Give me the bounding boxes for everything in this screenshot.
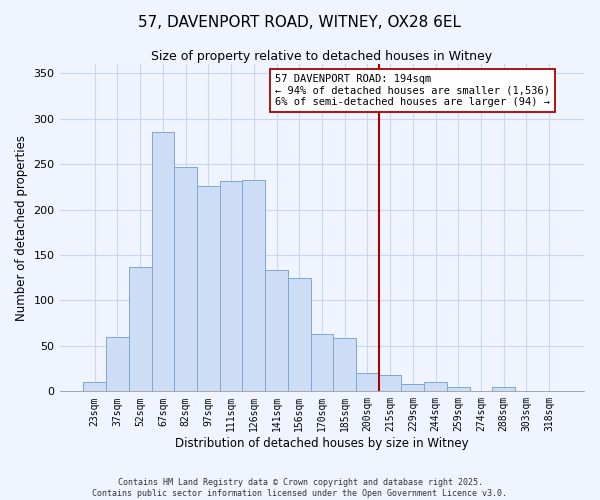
- Title: Size of property relative to detached houses in Witney: Size of property relative to detached ho…: [151, 50, 493, 63]
- Text: 57, DAVENPORT ROAD, WITNEY, OX28 6EL: 57, DAVENPORT ROAD, WITNEY, OX28 6EL: [139, 15, 461, 30]
- Text: Contains HM Land Registry data © Crown copyright and database right 2025.
Contai: Contains HM Land Registry data © Crown c…: [92, 478, 508, 498]
- Bar: [424, 382, 447, 392]
- X-axis label: Distribution of detached houses by size in Witney: Distribution of detached houses by size …: [175, 437, 469, 450]
- Bar: [174, 167, 197, 392]
- Bar: [401, 384, 424, 392]
- Bar: [152, 132, 174, 392]
- Bar: [334, 338, 356, 392]
- Bar: [220, 182, 242, 392]
- Text: 57 DAVENPORT ROAD: 194sqm
← 94% of detached houses are smaller (1,536)
6% of sem: 57 DAVENPORT ROAD: 194sqm ← 94% of detac…: [275, 74, 550, 107]
- Bar: [311, 334, 334, 392]
- Bar: [106, 337, 129, 392]
- Bar: [242, 180, 265, 392]
- Bar: [379, 375, 401, 392]
- Bar: [265, 270, 288, 392]
- Bar: [83, 382, 106, 392]
- Bar: [493, 387, 515, 392]
- Bar: [356, 373, 379, 392]
- Bar: [288, 278, 311, 392]
- Bar: [129, 267, 152, 392]
- Bar: [197, 186, 220, 392]
- Y-axis label: Number of detached properties: Number of detached properties: [15, 134, 28, 321]
- Bar: [447, 387, 470, 392]
